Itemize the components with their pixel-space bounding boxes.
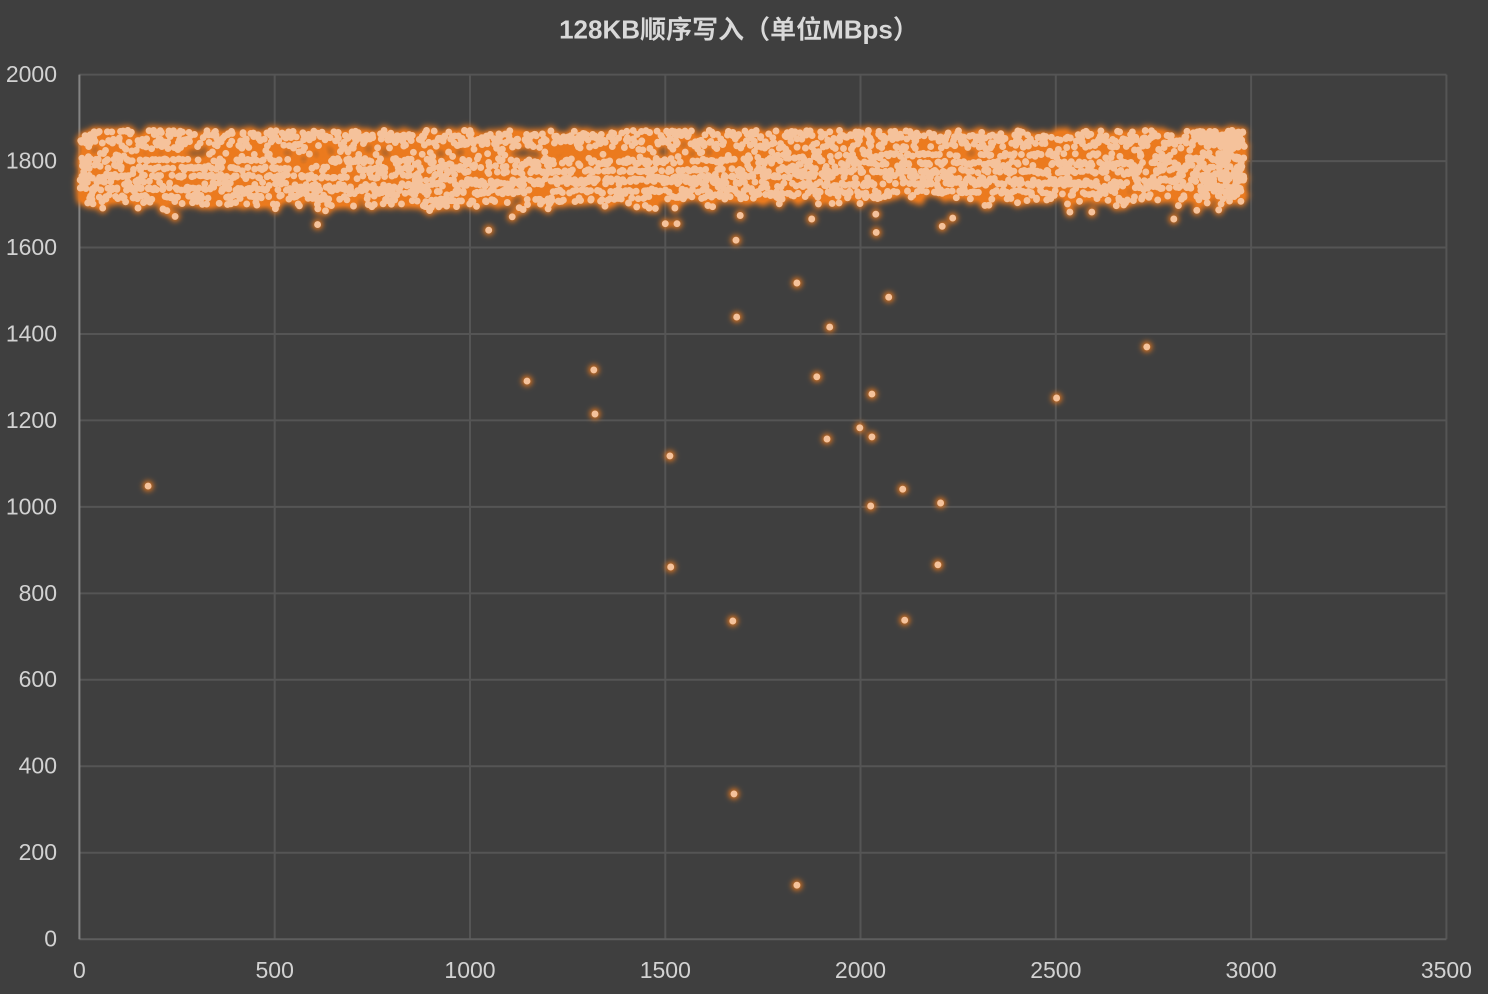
svg-text:1000: 1000: [444, 957, 495, 983]
svg-text:1400: 1400: [6, 320, 57, 346]
svg-text:1200: 1200: [6, 407, 57, 433]
svg-text:600: 600: [19, 666, 57, 692]
svg-text:1800: 1800: [6, 148, 57, 174]
svg-text:2000: 2000: [6, 61, 57, 87]
svg-text:1600: 1600: [6, 234, 57, 260]
svg-text:1500: 1500: [640, 957, 691, 983]
svg-text:200: 200: [19, 839, 57, 865]
svg-text:3000: 3000: [1226, 957, 1277, 983]
svg-text:0: 0: [73, 957, 86, 983]
svg-text:0: 0: [44, 926, 57, 952]
svg-text:MBps: MBps: [822, 15, 893, 45]
svg-text:2000: 2000: [835, 957, 886, 983]
svg-text:800: 800: [19, 580, 57, 606]
svg-text:128KB: 128KB: [559, 15, 640, 45]
svg-text:3500: 3500: [1421, 957, 1472, 983]
svg-text:400: 400: [19, 753, 57, 779]
svg-text:500: 500: [256, 957, 294, 983]
svg-text:2500: 2500: [1030, 957, 1081, 983]
svg-text:1000: 1000: [6, 493, 57, 519]
